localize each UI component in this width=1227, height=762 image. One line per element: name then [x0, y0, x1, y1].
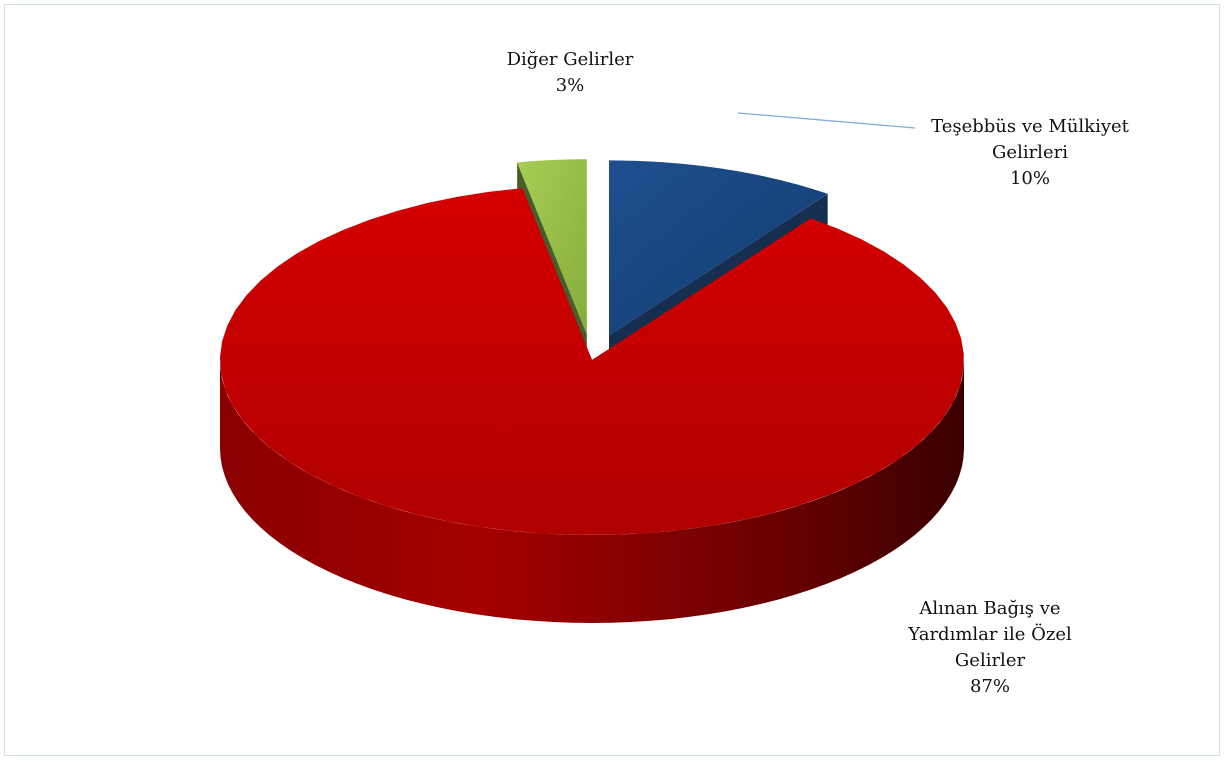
slice-name-line: Alınan Bağış ve — [919, 598, 1061, 619]
slice-name-line: Yardımlar ile Özel — [908, 624, 1072, 645]
leader-line-teseb — [737, 112, 916, 129]
slice-name-line: Gelirler — [954, 650, 1026, 671]
slice-name-line: Teşebbüs ve Mülkiyet — [931, 116, 1129, 137]
slice-alinan-side — [220, 360, 964, 623]
slice-value-label: 3% — [555, 75, 585, 96]
slice-label-diger: Diğer Gelirler 3% — [470, 47, 670, 99]
slice-name-line: Diğer Gelirler — [506, 49, 634, 70]
slice-label-teseb: Teşebbüs ve Mülkiyet Gelirleri 10% — [900, 114, 1160, 192]
slice-name-line: Gelirleri — [992, 142, 1068, 163]
slice-teseb-top — [608, 160, 828, 336]
slice-alinan — [220, 188, 964, 623]
slice-value-label: 87% — [969, 676, 1010, 697]
slice-label-alinan: Alınan Bağış ve Yardımlar ile Özel Gelir… — [860, 596, 1120, 700]
slice-diger-top — [517, 159, 587, 335]
slice-value-label: 10% — [1009, 168, 1050, 189]
slice-alinan-top — [220, 188, 964, 535]
pie-slices — [220, 159, 964, 623]
